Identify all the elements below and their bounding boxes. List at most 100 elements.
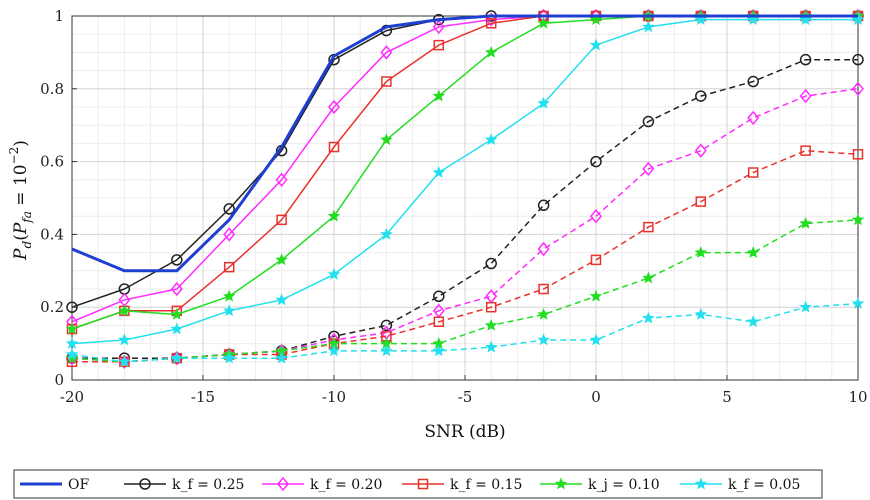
data-point-k05-dashed	[642, 311, 655, 324]
data-point-k05-dashed	[432, 344, 446, 357]
x-tick-label: -10	[322, 388, 346, 406]
y-axis-label-pd: P	[11, 248, 31, 261]
legend-label: k_f = 0.20	[310, 477, 382, 493]
data-point-k10-dashed	[65, 351, 79, 364]
data-point-k20-dashed	[852, 81, 864, 96]
x-tick-label: 10	[848, 388, 867, 406]
data-point-k25-dashed	[537, 199, 550, 212]
data-point-k15-dashed	[433, 316, 445, 328]
y-tick-label: 0.2	[40, 298, 64, 316]
y-tick-label: 1	[54, 7, 64, 25]
data-point-k10-dashed	[694, 246, 708, 258]
data-point-k20-dashed	[747, 110, 760, 126]
data-point-k20-dashed	[694, 143, 707, 158]
data-point-k25-dashed	[747, 75, 759, 88]
series-line-k05-dashed	[71, 302, 859, 363]
data-point-k25-dashed	[695, 90, 707, 102]
data-point-k10-dashed	[642, 271, 655, 284]
legend-swatch-marker	[277, 476, 289, 492]
data-point-k05	[746, 13, 760, 25]
series-line-OF	[71, 14, 858, 273]
data-point-k05-dashed	[327, 344, 341, 357]
data-point-k20-dashed	[590, 209, 602, 224]
series-k05-dashed	[65, 296, 865, 368]
data-point-k05-dashed	[799, 300, 812, 313]
data-point-k05	[118, 333, 131, 346]
data-point-k10-dashed	[746, 246, 760, 258]
data-point-k15-dashed	[643, 221, 654, 233]
data-point-k05-dashed	[65, 347, 79, 360]
data-point-k25-dashed	[433, 290, 445, 303]
legend-label: k_j = 0.10	[588, 477, 660, 493]
legend-swatch-marker	[139, 478, 151, 490]
svg-text:Pd(Pfa = 10−2): Pd(Pfa = 10−2)	[7, 140, 34, 261]
legend-label: k_f = 0.15	[450, 477, 522, 493]
data-point-k10	[65, 322, 79, 335]
data-point-k15-dashed	[590, 254, 602, 266]
data-point-k15-dashed	[747, 167, 759, 178]
data-point-k20-dashed	[642, 161, 655, 177]
data-point-k15	[328, 141, 340, 153]
data-point-k10	[432, 89, 446, 102]
data-point-k05	[222, 304, 236, 317]
data-point-k05-dashed	[170, 351, 184, 364]
data-point-k20	[328, 99, 340, 115]
data-point-k20	[223, 227, 236, 242]
legend-item-k25: k_f = 0.25	[124, 477, 244, 493]
data-point-k05	[380, 227, 393, 240]
data-point-k25-dashed	[852, 53, 864, 66]
data-point-k10	[484, 45, 498, 58]
y-tick-label: 0.4	[40, 225, 64, 243]
series-line-k10-dashed	[71, 219, 859, 363]
data-point-k10	[589, 13, 603, 25]
data-point-k05	[275, 293, 288, 306]
y-tick-label: 0.6	[40, 153, 64, 171]
data-point-k05	[327, 267, 341, 280]
legend-item-OF: OF	[20, 477, 89, 493]
data-point-k10	[275, 253, 288, 266]
y-axis-label-close: )	[11, 140, 31, 147]
data-point-k10	[118, 304, 131, 317]
legend-item-k15: k_f = 0.15	[402, 477, 522, 493]
data-point-k05	[642, 20, 655, 33]
data-point-k05-dashed	[851, 296, 865, 309]
data-point-k20	[170, 281, 183, 297]
data-point-k15	[433, 39, 445, 51]
y-axis-label-fa-sub: fa	[20, 211, 34, 224]
legend-swatch-marker	[694, 477, 708, 490]
y-axis-label-pfa: P	[11, 222, 31, 235]
data-point-k15-dashed	[695, 196, 707, 207]
data-point-k10-dashed	[537, 307, 550, 320]
series-k05	[65, 13, 865, 349]
data-point-k15	[381, 76, 392, 87]
data-point-k15	[276, 214, 287, 226]
data-point-k20	[432, 19, 445, 35]
legend-label: k_f = 0.05	[728, 477, 800, 493]
data-point-k25-dashed	[799, 53, 812, 66]
data-point-k05	[65, 337, 79, 349]
legend-item-k05: k_f = 0.05	[680, 477, 800, 493]
data-point-k10	[170, 307, 184, 320]
data-point-k05-dashed	[484, 340, 498, 353]
data-point-k10-dashed	[484, 318, 498, 331]
data-point-k10	[327, 209, 341, 222]
legend-swatch-marker	[417, 478, 429, 490]
data-point-k05-dashed	[694, 307, 708, 320]
data-point-k05-dashed	[537, 333, 550, 346]
x-tick-label: 5	[722, 388, 732, 406]
series-layer	[65, 8, 865, 369]
data-point-k05-dashed	[589, 333, 603, 346]
data-point-k25-dashed	[642, 115, 655, 128]
x-tick-label: -20	[60, 388, 84, 406]
legend-label: OF	[68, 477, 89, 493]
data-point-k05	[537, 96, 550, 109]
data-point-k05-dashed	[222, 351, 236, 364]
grid	[71, 15, 859, 381]
data-point-k05	[851, 13, 865, 25]
data-point-k05-dashed	[118, 355, 131, 368]
series-OF	[71, 14, 858, 273]
y-axis-label-exp: −2	[7, 147, 21, 165]
data-point-k05	[432, 165, 446, 178]
data-point-k10-dashed	[799, 216, 812, 229]
